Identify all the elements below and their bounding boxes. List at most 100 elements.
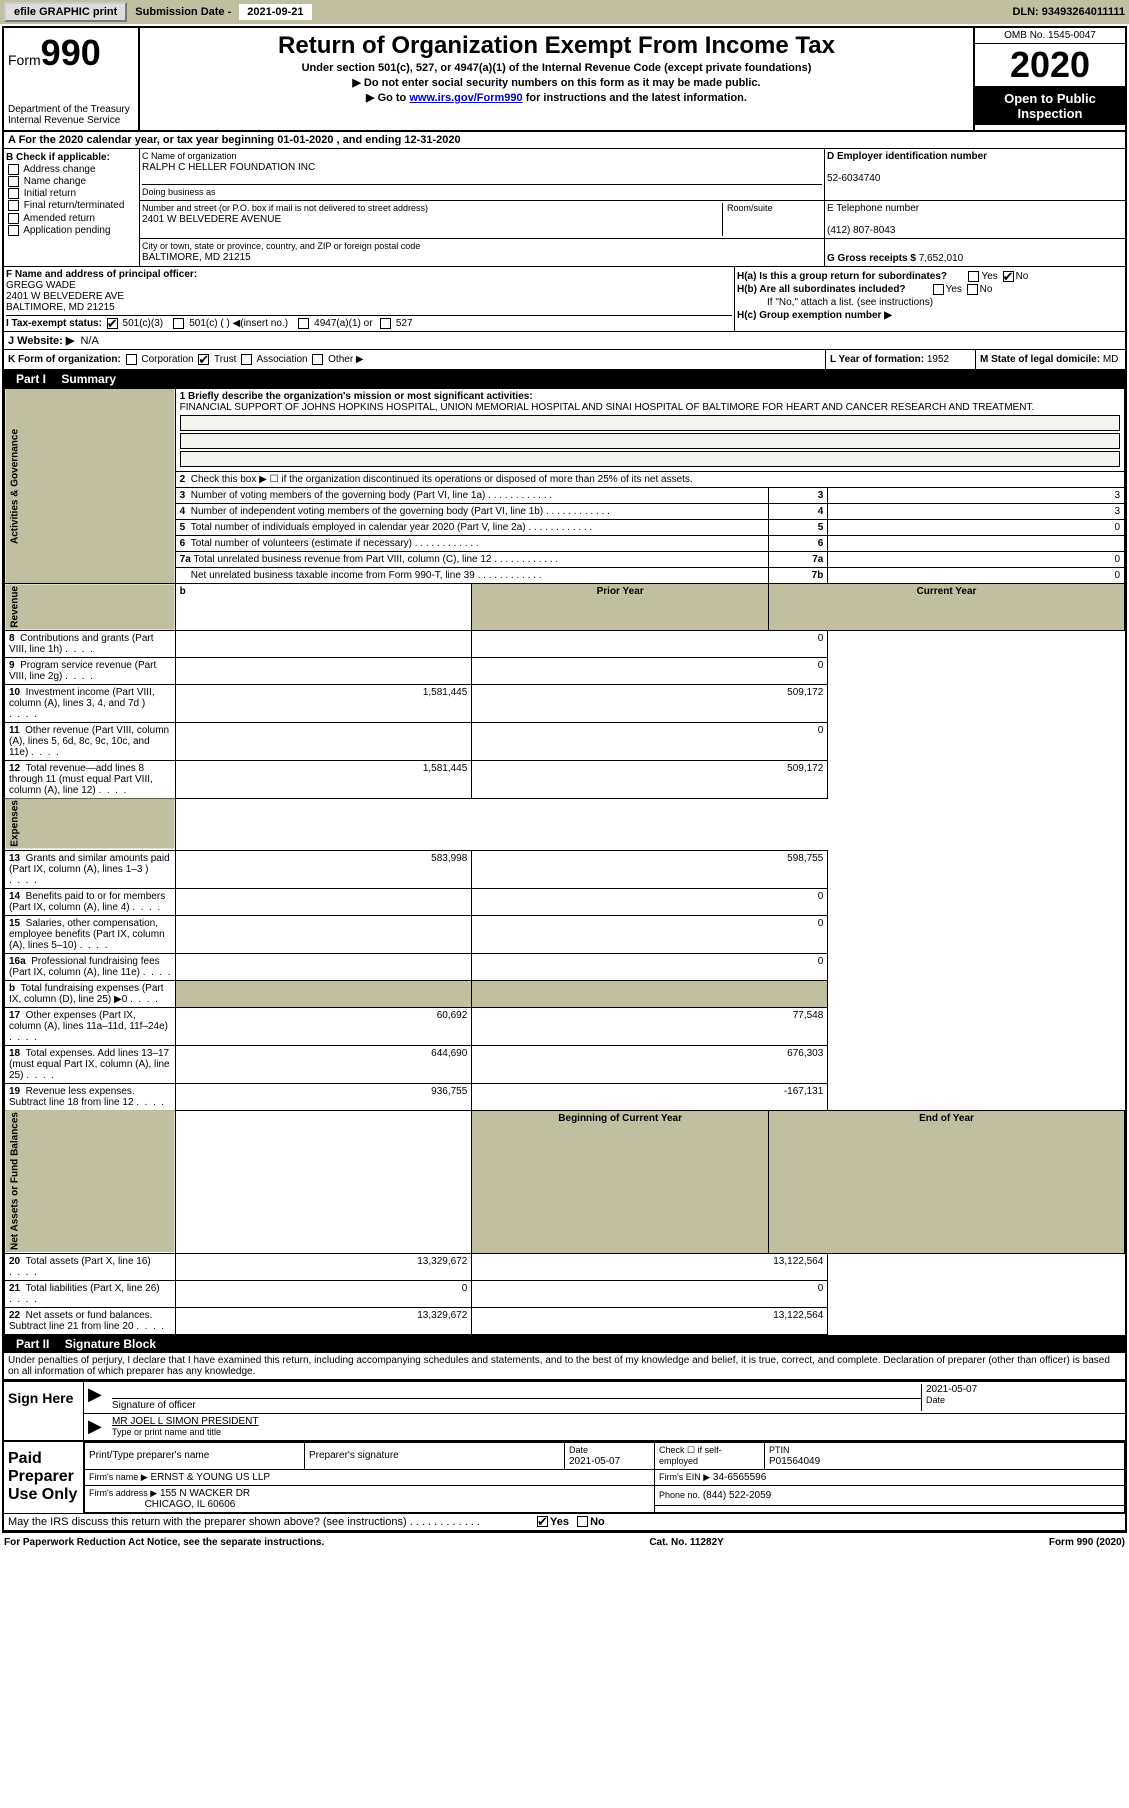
cb-addr[interactable] <box>8 164 19 175</box>
officer-name: GREGG WADE <box>6 280 76 291</box>
l5-num: 5 <box>180 522 186 533</box>
l6-box: 6 <box>768 536 827 552</box>
l4-text: Number of independent voting members of … <box>191 506 610 517</box>
l2-text: Check this box ▶ ☐ if the organization d… <box>191 474 693 485</box>
prior-8 <box>175 630 472 657</box>
cur-22: 13,122,564 <box>472 1307 828 1334</box>
cb-corp[interactable] <box>126 354 137 365</box>
opt-app: Application pending <box>23 225 110 236</box>
cb-hb-no[interactable] <box>967 284 978 295</box>
f-label: F Name and address of principal officer: <box>6 269 197 280</box>
row-a: A For the 2020 calendar year, or tax yea… <box>4 132 1125 149</box>
l2-num: 2 <box>180 474 186 485</box>
preparer-section: Paid Preparer Use Only Print/Type prepar… <box>4 1440 1125 1513</box>
org-city: BALTIMORE, MD 21215 <box>142 252 251 263</box>
cb-app[interactable] <box>8 225 19 236</box>
cb-ha-yes[interactable] <box>968 271 979 282</box>
cb-discuss-yes[interactable] <box>537 1516 548 1527</box>
opt-trust: Trust <box>214 354 236 365</box>
form-label: Form <box>8 52 41 68</box>
prior-b <box>175 980 472 1007</box>
opt-501c: 501(c) ( ) ◀(insert no.) <box>189 318 288 329</box>
cb-amend[interactable] <box>8 213 19 224</box>
prior-12: 1,581,445 <box>175 760 472 798</box>
cb-other[interactable] <box>312 354 323 365</box>
c-label: C Name of organization <box>142 151 237 161</box>
l-label: L Year of formation: <box>830 354 924 365</box>
opt-501c3: 501(c)(3) <box>123 318 164 329</box>
firm-phone: (844) 522-2059 <box>703 1490 771 1501</box>
mission-text: FINANCIAL SUPPORT OF JOHNS HOPKINS HOSPI… <box>180 402 1035 413</box>
eoy-head: End of Year <box>768 1110 1124 1253</box>
form-header-row: Form990 Department of the Treasury Inter… <box>4 28 1125 132</box>
l6-val <box>828 536 1125 552</box>
l7a-box: 7a <box>768 552 827 568</box>
mission-line2 <box>180 433 1120 449</box>
cb-assoc[interactable] <box>241 354 252 365</box>
firm-addr1: 155 N WACKER DR <box>160 1488 250 1499</box>
l7b-box: 7b <box>768 568 827 584</box>
line-15: 15 Salaries, other compensation, employe… <box>5 915 176 953</box>
line-14: 14 Benefits paid to or for members (Part… <box>5 888 176 915</box>
part1-num: Part I <box>12 372 58 386</box>
cb-trust[interactable] <box>198 354 209 365</box>
cb-527[interactable] <box>380 318 391 329</box>
l3-text: Number of voting members of the governin… <box>191 490 552 501</box>
cur-21: 0 <box>472 1280 828 1307</box>
prep-h4: Check ☐ if self-employed <box>655 1442 765 1469</box>
k-label: K Form of organization: <box>8 354 121 365</box>
gross-cell: G Gross receipts $ 7,652,010 <box>825 239 1125 266</box>
city-label: City or town, state or province, country… <box>142 241 420 251</box>
hb-label: H(b) Are all subordinates included? <box>737 284 906 295</box>
boy-head: Beginning of Current Year <box>472 1110 769 1253</box>
l5-val: 0 <box>828 520 1125 536</box>
form-number-box: Form990 Department of the Treasury Inter… <box>4 28 140 130</box>
prep-h2: Preparer's signature <box>305 1442 565 1469</box>
cb-final[interactable] <box>8 200 19 211</box>
cb-501c3[interactable] <box>107 318 118 329</box>
year-formed: 1952 <box>927 354 949 365</box>
ptin: P01564049 <box>769 1456 820 1467</box>
line-b: b Total fundraising expenses (Part IX, c… <box>5 980 176 1007</box>
officer-printed-name: MR JOEL L SIMON PRESIDENT <box>112 1416 259 1427</box>
l5-box: 5 <box>768 520 827 536</box>
omb: OMB No. 1545-0047 <box>975 28 1125 44</box>
cb-501c[interactable] <box>173 318 184 329</box>
form990-link[interactable]: www.irs.gov/Form990 <box>409 92 522 104</box>
addr-label: Number and street (or P.O. box if mail i… <box>142 203 428 213</box>
discuss-row: May the IRS discuss this return with the… <box>4 1513 1125 1531</box>
prep-date: 2021-05-07 <box>569 1456 620 1467</box>
cb-init[interactable] <box>8 188 19 199</box>
cb-4947[interactable] <box>298 318 309 329</box>
cur-12: 509,172 <box>472 760 828 798</box>
i-label: I Tax-exempt status: <box>6 318 102 329</box>
opt-init: Initial return <box>24 188 76 199</box>
cur-14: 0 <box>472 888 828 915</box>
cb-ha-no[interactable] <box>1003 271 1014 282</box>
l5-text: Total number of individuals employed in … <box>191 522 593 533</box>
arrow1: ▶ Do not enter social security numbers o… <box>144 76 969 89</box>
prior-22: 13,329,672 <box>175 1307 472 1334</box>
cur-13: 598,755 <box>472 850 828 888</box>
firm-ein: 34-6565596 <box>713 1472 766 1483</box>
line-18: 18 Total expenses. Add lines 13–17 (must… <box>5 1045 176 1083</box>
prep-h3: Date <box>569 1445 588 1455</box>
cb-discuss-no[interactable] <box>577 1516 588 1527</box>
sidebar-governance: Activities & Governance <box>5 389 176 584</box>
summary-table: Activities & Governance 1 Briefly descri… <box>4 388 1125 1334</box>
efile-button[interactable]: efile GRAPHIC print <box>4 2 127 22</box>
cb-hb-yes[interactable] <box>933 284 944 295</box>
opt-527: 527 <box>396 318 413 329</box>
irs-label: Internal Revenue Service <box>8 115 134 126</box>
l6-text: Total number of volunteers (estimate if … <box>191 538 479 549</box>
arrow2: ▶ Go to www.irs.gov/Form990 for instruct… <box>144 91 969 104</box>
l7a-val: 0 <box>828 552 1125 568</box>
officer-sig-field[interactable]: Signature of officer <box>112 1398 921 1411</box>
prior-15 <box>175 915 472 953</box>
l-cell: L Year of formation: 1952 <box>825 350 975 369</box>
sig-date: 2021-05-07 <box>926 1384 977 1395</box>
hc-label: H(c) Group exemption number ▶ <box>737 310 892 321</box>
line-13: 13 Grants and similar amounts paid (Part… <box>5 850 176 888</box>
cb-name[interactable] <box>8 176 19 187</box>
l3-box: 3 <box>768 488 827 504</box>
